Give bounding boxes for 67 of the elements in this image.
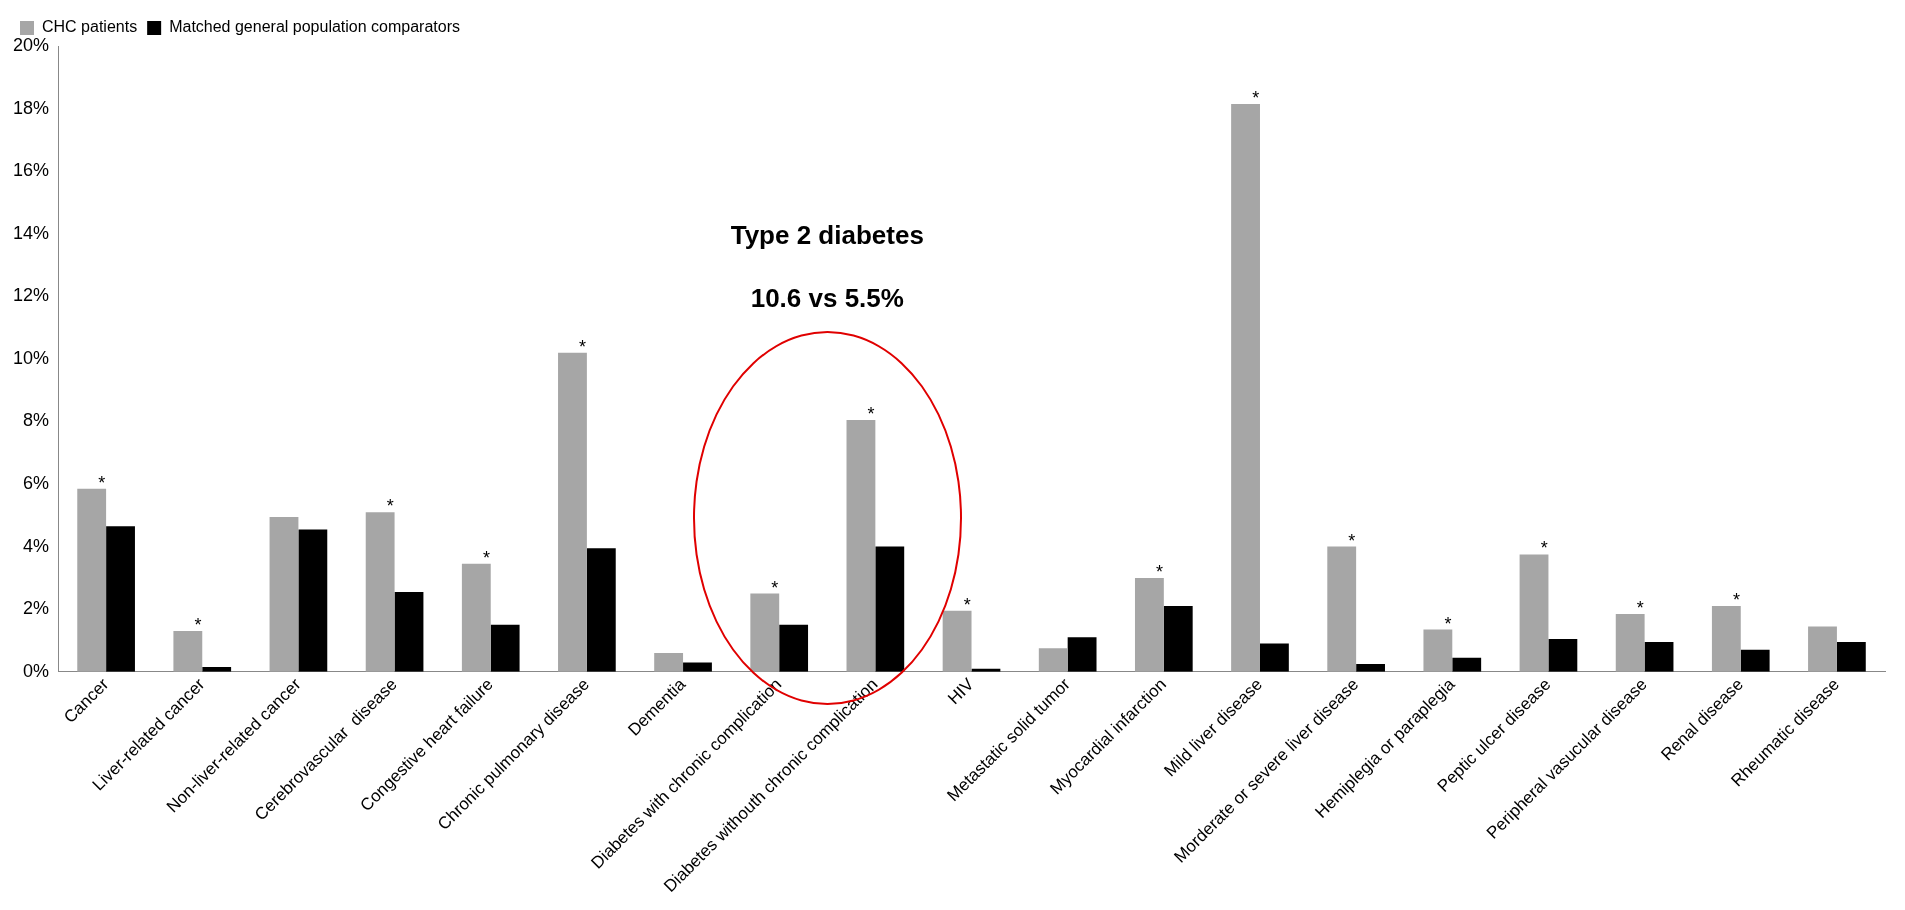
bar <box>654 653 684 672</box>
y-tick-label: 0% <box>23 660 50 681</box>
bar <box>394 591 424 672</box>
bar <box>1452 657 1482 672</box>
bar <box>1067 637 1097 672</box>
data-label: * <box>1348 530 1356 551</box>
bar <box>846 419 876 672</box>
data-label: * <box>386 496 394 517</box>
bar <box>1038 648 1068 672</box>
legend-label: CHC patients <box>42 18 138 36</box>
data-label: * <box>194 615 202 636</box>
bar <box>1836 642 1866 672</box>
data-label: * <box>482 547 490 568</box>
bar <box>1259 643 1289 672</box>
bar <box>1231 103 1260 672</box>
bar <box>173 631 203 672</box>
data-label: * <box>1155 561 1164 582</box>
data-label: * <box>1252 87 1260 108</box>
data-label: * <box>98 472 106 493</box>
y-tick-label: 16% <box>13 160 50 181</box>
bar <box>683 662 712 672</box>
bar <box>558 352 587 672</box>
data-label: * <box>579 336 587 357</box>
bar <box>1644 642 1674 672</box>
bar <box>1740 649 1770 672</box>
y-tick-label: 18% <box>13 97 50 118</box>
bar <box>1711 606 1741 672</box>
bar <box>1356 663 1385 672</box>
bar <box>942 610 972 672</box>
legend-label: Matched general population comparators <box>169 18 460 36</box>
bar <box>461 563 491 672</box>
bar <box>106 526 135 672</box>
y-tick-label: 6% <box>23 473 50 494</box>
data-label: * <box>963 594 971 615</box>
annotation: Type 2 diabetes <box>730 220 924 251</box>
bar <box>1615 613 1645 672</box>
bar <box>1548 638 1578 672</box>
y-tick-label: 20% <box>13 34 50 55</box>
bar <box>1808 626 1837 672</box>
data-label: * <box>867 403 875 424</box>
data-label: * <box>1636 597 1644 618</box>
x-tick-label: HIV <box>944 674 979 709</box>
bar <box>750 593 780 672</box>
bar <box>269 516 299 672</box>
bar <box>586 548 616 672</box>
data-label: * <box>1732 590 1740 611</box>
bar <box>77 488 107 672</box>
bar <box>298 529 328 672</box>
bar <box>779 624 809 672</box>
data-label: * <box>771 577 779 598</box>
bar <box>1519 554 1549 672</box>
bar <box>1163 606 1193 672</box>
data-label: * <box>1540 538 1548 559</box>
bar <box>365 512 395 672</box>
y-tick-label: 2% <box>23 598 50 619</box>
y-tick-label: 10% <box>13 347 50 368</box>
y-tick-label: 8% <box>23 410 50 431</box>
y-tick-label: 12% <box>13 285 50 306</box>
annotation: 10.6 vs 5.5% <box>750 282 904 313</box>
y-tick-label: 4% <box>23 535 50 556</box>
data-label: * <box>1444 613 1452 634</box>
bar <box>1423 629 1453 672</box>
bar <box>490 624 520 672</box>
y-tick-label: 14% <box>13 222 50 243</box>
bar <box>1134 577 1164 672</box>
bar <box>1327 546 1357 672</box>
bar <box>875 546 905 672</box>
